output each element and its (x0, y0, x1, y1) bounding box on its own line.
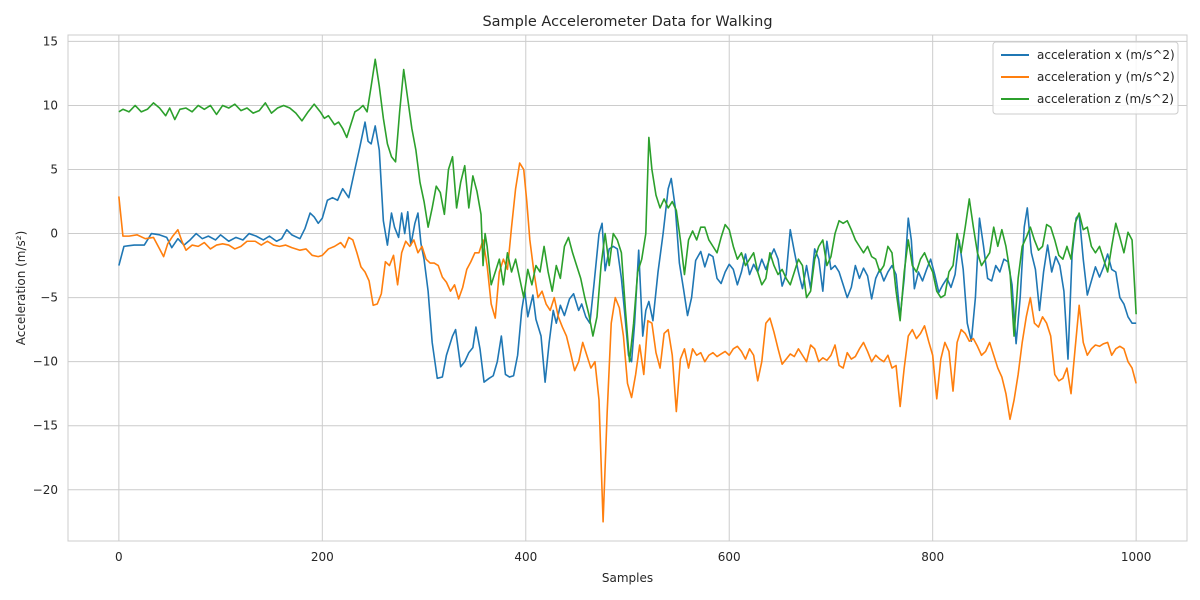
x-tick-label: 800 (921, 550, 944, 564)
x-tick-label: 400 (514, 550, 537, 564)
legend: acceleration x (m/s^2) acceleration y (m/… (992, 41, 1179, 115)
x-tick-label: 200 (311, 550, 334, 564)
legend-label: acceleration y (m/s^2) (1037, 70, 1175, 84)
legend-label: acceleration z (m/s^2) (1037, 92, 1174, 106)
axes: 0 200 400 600 800 1000 15 10 5 0 −5 −10 −15 −20 (33, 34, 1188, 564)
legend-box (992, 41, 1179, 115)
series-line (118, 162, 1137, 523)
y-tick-label: 5 (50, 163, 58, 177)
y-tick-label: 0 (50, 227, 58, 241)
y-tick-label: −20 (33, 483, 58, 497)
y-tick-label: −10 (33, 355, 58, 369)
x-tick-label: 1000 (1121, 550, 1152, 564)
y-axis-title: Acceleration (m/s²) (14, 231, 28, 346)
x-tick-label: 0 (115, 550, 123, 564)
legend-label: acceleration x (m/s^2) (1037, 48, 1175, 62)
x-tick-label: 600 (718, 550, 741, 564)
y-tick-label: −15 (33, 419, 58, 433)
chart-title: Sample Accelerometer Data for Walking (482, 14, 772, 30)
series-line (118, 121, 1137, 383)
y-tick-label: −5 (40, 291, 58, 305)
x-axis-title: Samples (602, 571, 653, 585)
series-line (118, 58, 1137, 363)
y-tick-label: 10 (43, 98, 58, 112)
plot-frame (67, 34, 1188, 542)
y-tick-label: 15 (43, 34, 58, 48)
series-lines (118, 58, 1137, 523)
